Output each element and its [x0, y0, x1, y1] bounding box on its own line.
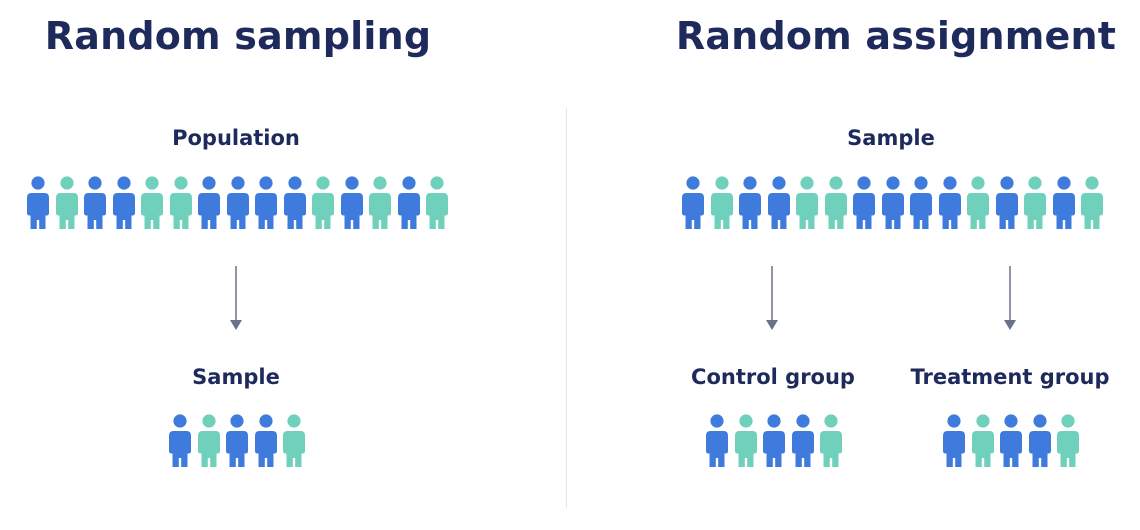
person-icon	[706, 414, 728, 467]
person-icon	[55, 176, 78, 229]
person-icon	[767, 176, 790, 229]
person-icon	[791, 414, 814, 467]
person-icon	[881, 176, 904, 229]
person-icon	[312, 176, 334, 229]
person-icon	[734, 414, 757, 467]
person-icon	[340, 176, 363, 229]
control-group-people	[705, 414, 845, 474]
population-people	[26, 176, 448, 236]
person-icon	[141, 176, 163, 229]
person-icon	[283, 414, 305, 467]
person-icon	[84, 176, 106, 229]
person-icon	[197, 414, 220, 467]
person-icon	[938, 176, 961, 229]
person-icon	[763, 414, 785, 467]
person-icon	[910, 176, 932, 229]
person-icon	[397, 176, 420, 229]
person-icon	[226, 414, 248, 467]
person-icon	[169, 414, 191, 467]
person-icon	[1028, 414, 1051, 467]
person-icon	[710, 176, 733, 229]
person-icon	[112, 176, 135, 229]
person-icon	[369, 176, 391, 229]
person-icon	[254, 414, 277, 467]
person-icon	[796, 176, 818, 229]
person-icon	[169, 176, 192, 229]
person-icon	[1081, 176, 1103, 229]
person-icon	[971, 414, 994, 467]
person-icon	[943, 414, 965, 467]
assignment-sample-people	[681, 176, 1103, 236]
random-sampling-title: Random sampling	[44, 14, 432, 58]
sample-label: Sample	[192, 365, 280, 389]
person-icon	[995, 176, 1018, 229]
population-label: Population	[172, 126, 300, 150]
person-icon	[1000, 414, 1022, 467]
control-group-label: Control group	[691, 365, 855, 389]
person-icon	[283, 176, 306, 229]
person-icon	[27, 176, 49, 229]
person-icon	[820, 414, 842, 467]
person-icon	[198, 176, 220, 229]
panel-divider	[566, 108, 567, 508]
person-icon	[739, 176, 761, 229]
person-icon	[824, 176, 847, 229]
control-arrow	[766, 266, 778, 330]
person-icon	[853, 176, 875, 229]
person-icon	[1024, 176, 1046, 229]
treatment-group-label: Treatment group	[910, 365, 1110, 389]
treatment-arrow	[1004, 266, 1016, 330]
random-assignment-title: Random assignment	[675, 14, 1117, 58]
sample-people	[168, 414, 308, 474]
person-icon	[967, 176, 989, 229]
person-icon	[255, 176, 277, 229]
assignment-sample-label: Sample	[847, 126, 935, 150]
person-icon	[426, 176, 448, 229]
treatment-group-people	[942, 414, 1082, 474]
sampling-arrow	[230, 266, 242, 330]
person-icon	[226, 176, 249, 229]
person-icon	[1057, 414, 1079, 467]
person-icon	[1052, 176, 1075, 229]
person-icon	[682, 176, 704, 229]
